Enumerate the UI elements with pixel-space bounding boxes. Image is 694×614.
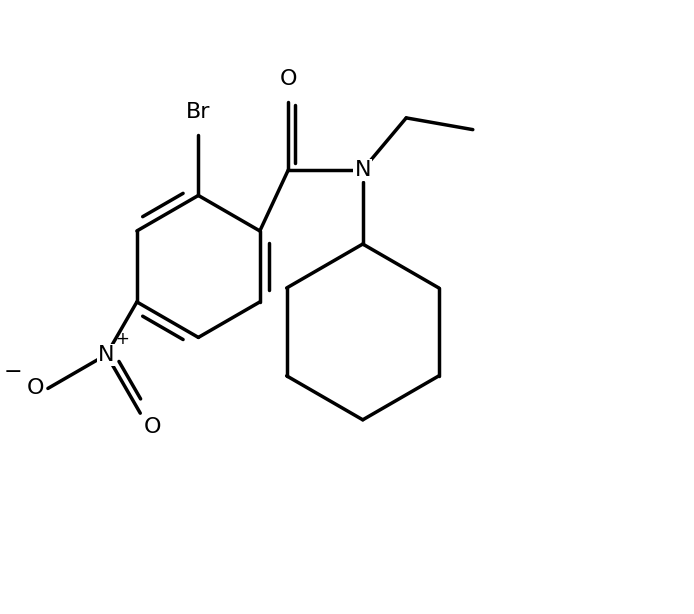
Text: −: − [3, 362, 22, 381]
Text: O: O [144, 416, 161, 437]
Text: N: N [99, 344, 115, 365]
Text: O: O [27, 378, 44, 398]
Text: +: + [115, 330, 129, 348]
Text: N: N [355, 160, 371, 180]
Text: Br: Br [186, 103, 210, 122]
Text: O: O [280, 69, 297, 88]
